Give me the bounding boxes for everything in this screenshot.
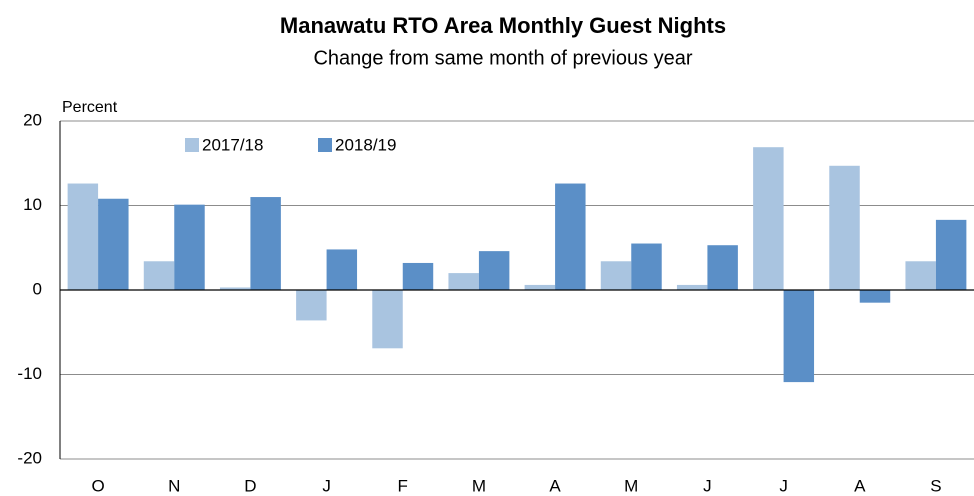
bar — [631, 243, 662, 290]
bar — [905, 261, 936, 290]
bar — [676, 284, 708, 290]
x-tick-label: S — [930, 476, 941, 495]
bar — [478, 251, 510, 290]
legend-label: 2018/19 — [335, 135, 396, 154]
bar — [448, 273, 479, 290]
legend-swatch — [318, 138, 332, 152]
bar — [402, 262, 434, 290]
chart-title: Manawatu RTO Area Monthly Guest Nights — [280, 13, 726, 38]
bar — [524, 284, 556, 290]
bar — [250, 197, 281, 290]
bar — [98, 198, 129, 290]
x-tick-label: A — [549, 476, 561, 495]
legend-swatch — [185, 138, 199, 152]
x-tick-label: M — [472, 476, 486, 495]
y-tick-label: 20 — [23, 110, 42, 129]
x-tick-label: J — [703, 476, 712, 495]
bar — [326, 249, 358, 290]
legend-label: 2017/18 — [202, 135, 263, 154]
x-tick-label: D — [244, 476, 256, 495]
bar — [174, 204, 205, 290]
bar — [555, 183, 586, 290]
y-tick-label: 10 — [23, 195, 42, 214]
bar — [600, 261, 632, 290]
bar — [829, 165, 860, 290]
y-tick-label: -20 — [17, 448, 42, 467]
bar — [67, 183, 99, 290]
bar — [783, 290, 815, 383]
bar — [296, 290, 327, 321]
bar — [219, 287, 251, 290]
bar — [753, 147, 784, 290]
y-tick-label: -10 — [17, 364, 42, 383]
y-tick-label: 0 — [33, 279, 42, 298]
x-tick-label: M — [624, 476, 638, 495]
x-tick-label: N — [168, 476, 180, 495]
bar — [859, 290, 891, 303]
chart-subtitle: Change from same month of previous year — [313, 47, 692, 69]
x-tick-label: O — [91, 476, 104, 495]
x-tick-label: J — [779, 476, 788, 495]
x-tick-label: A — [854, 476, 866, 495]
bar — [707, 245, 738, 290]
bar — [935, 219, 967, 290]
x-tick-label: F — [398, 476, 408, 495]
x-tick-label: J — [322, 476, 331, 495]
y-axis-label: Percent — [62, 99, 118, 116]
bar — [143, 261, 175, 290]
bar — [372, 290, 403, 349]
